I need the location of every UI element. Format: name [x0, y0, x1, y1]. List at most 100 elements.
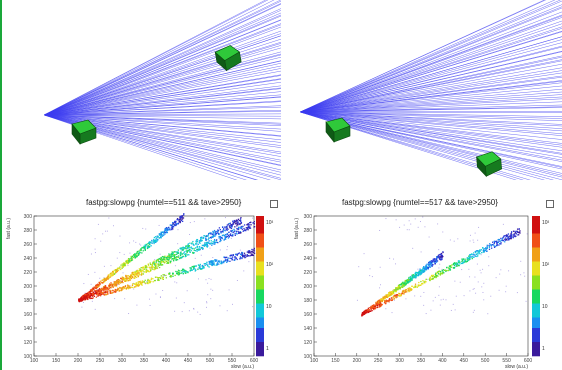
- histogram-bin: [368, 308, 370, 311]
- histogram-bin: [514, 234, 516, 236]
- histogram-bin: [505, 238, 508, 241]
- histogram-bin: [158, 237, 160, 239]
- histogram-bin: [389, 298, 391, 300]
- histogram-bin: [145, 271, 148, 273]
- histogram-bin: [80, 297, 82, 299]
- histogram-bin: [230, 234, 232, 237]
- histogram-bin: [133, 271, 136, 273]
- histogram-bin: [252, 217, 254, 219]
- histogram-bin: [214, 260, 216, 262]
- colorbar-segment: [256, 342, 264, 346]
- histogram-bin: [107, 293, 109, 295]
- histogram-bin: [105, 279, 107, 281]
- histogram-bin: [183, 213, 185, 215]
- histogram-bin: [228, 236, 231, 238]
- histogram-bin: [181, 220, 184, 223]
- histogram-bin: [408, 277, 410, 280]
- histogram-bin: [485, 247, 487, 250]
- histogram-bin: [126, 275, 128, 277]
- histogram-bin: [431, 265, 433, 267]
- histogram-bin: [403, 292, 405, 294]
- histogram-bin: [171, 258, 173, 260]
- histogram-bin: [172, 255, 174, 257]
- histogram-bin: [408, 279, 410, 281]
- histogram-bin: [251, 248, 253, 251]
- histogram-bin: [205, 245, 208, 247]
- histogram-bin: [380, 299, 383, 301]
- ray-line: [299, 111, 562, 136]
- histogram-bin: [398, 284, 400, 286]
- colorbar-segment: [256, 293, 264, 297]
- histogram-bin: [178, 273, 180, 276]
- histogram-bin: [234, 256, 237, 258]
- histogram-bin: [151, 239, 153, 242]
- histogram-bin: [250, 254, 252, 257]
- histogram-bin: [93, 295, 96, 297]
- histogram-bin: [109, 291, 112, 293]
- histogram-bin: [129, 276, 132, 279]
- histogram-bin: [519, 232, 521, 234]
- histogram-left-options-box[interactable]: [270, 200, 278, 208]
- histogram-bin: [181, 218, 184, 220]
- x-tick-label: 150: [331, 358, 340, 364]
- histogram-bin: [169, 257, 171, 259]
- histogram-bin: [175, 297, 177, 299]
- histogram-bin: [422, 280, 424, 282]
- histogram-bin: [205, 279, 207, 281]
- histogram-bin: [512, 230, 515, 232]
- histogram-bin: [195, 265, 197, 267]
- histogram-bin: [162, 260, 165, 263]
- colorbar-segment: [256, 261, 264, 266]
- histogram-bin: [91, 295, 94, 297]
- histogram-bin: [99, 289, 101, 291]
- histogram-bin: [497, 241, 499, 244]
- histogram-bin: [430, 261, 432, 264]
- histogram-bin: [182, 217, 185, 219]
- histogram-bin: [151, 263, 153, 266]
- histogram-bin: [417, 271, 420, 274]
- histogram-bin: [185, 248, 187, 250]
- x-axis-label: slow (a.u.): [231, 364, 254, 370]
- colorbar-segment: [256, 296, 264, 301]
- histogram-bin: [211, 244, 213, 246]
- histogram-bin: [229, 227, 231, 229]
- histogram-bin: [95, 292, 97, 295]
- histogram-bin: [131, 284, 134, 286]
- histogram-bin: [403, 224, 405, 226]
- histogram-bin: [138, 250, 140, 252]
- histogram-bin: [500, 243, 502, 245]
- histogram-bin: [154, 259, 156, 261]
- histogram-bin: [177, 274, 180, 276]
- histogram-bin: [176, 256, 178, 258]
- histogram-bin: [130, 255, 132, 258]
- colorbar-segment: [532, 265, 540, 269]
- histogram-bin: [401, 282, 403, 284]
- histogram-bin: [148, 279, 150, 282]
- histogram-bin: [363, 313, 366, 315]
- histogram-bin: [91, 300, 93, 302]
- histogram-bin: [434, 260, 436, 262]
- histogram-bin: [399, 288, 401, 290]
- histogram-bin: [483, 282, 485, 284]
- ray-line: [43, 68, 282, 116]
- histogram-bin: [179, 272, 181, 275]
- histogram-bin: [221, 230, 224, 232]
- histogram-bin: [113, 281, 116, 284]
- histogram-bin: [396, 296, 398, 298]
- histogram-bin: [145, 266, 147, 268]
- histogram-right-options-box[interactable]: [546, 200, 554, 208]
- ray-line: [43, 45, 282, 116]
- histogram-bin: [136, 250, 139, 253]
- histogram-bin: [156, 240, 158, 242]
- histogram-bin: [131, 283, 134, 285]
- histogram-bin: [139, 269, 141, 272]
- histogram-bin: [122, 276, 124, 279]
- histogram-bin: [135, 276, 138, 278]
- histogram-bin: [238, 231, 240, 233]
- colorbar-segment: [532, 230, 540, 234]
- histogram-bin: [230, 230, 232, 232]
- histogram-bin: [383, 297, 385, 299]
- histogram-bin: [106, 276, 108, 279]
- colorbar-segment: [532, 303, 540, 308]
- histogram-bin: [437, 223, 439, 225]
